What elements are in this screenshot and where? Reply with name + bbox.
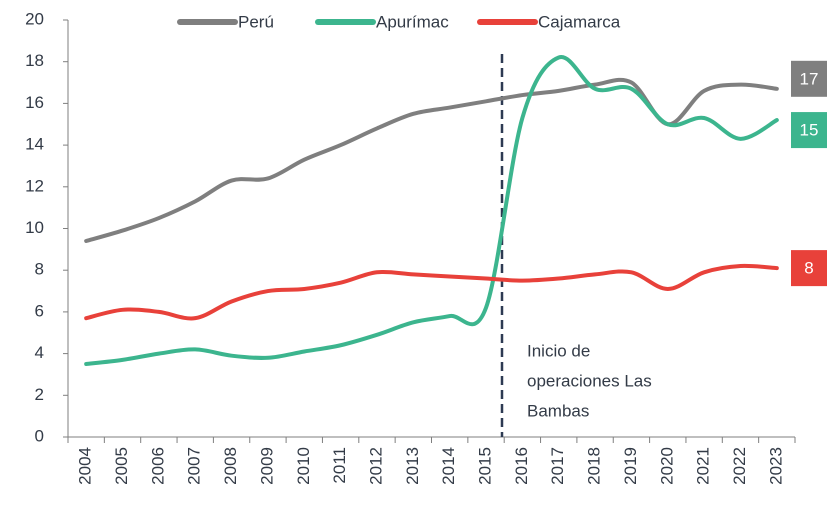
x-tick-label: 2020 — [657, 447, 676, 485]
annotation: operaciones Las — [527, 371, 652, 390]
y-tick-label: 18 — [25, 51, 44, 70]
x-tick-label: 2021 — [694, 447, 713, 485]
y-tick-label: 4 — [35, 343, 44, 362]
x-tick-label: 2007 — [185, 447, 204, 485]
x-tick-label: 2011 — [330, 447, 349, 484]
x-tick-label: 2019 — [621, 447, 640, 485]
value-label-box — [791, 60, 827, 97]
x-tick-label: 2016 — [512, 447, 531, 485]
y-tick-label: 14 — [25, 135, 44, 154]
value-label-box — [791, 112, 827, 149]
y-tick-label: 12 — [25, 176, 44, 195]
x-tick-label: 2014 — [439, 447, 458, 485]
x-tick-label: 2010 — [294, 447, 313, 485]
x-tick-label: 2013 — [403, 447, 422, 485]
x-tick-label: 2018 — [585, 447, 604, 485]
x-tick-label: 2012 — [366, 447, 385, 485]
annotation: Bambas — [527, 401, 589, 420]
x-tick-label: 2017 — [548, 447, 567, 485]
legend-label: Apurímac — [376, 12, 449, 31]
legend-label: Cajamarca — [538, 12, 621, 31]
y-tick-label: 6 — [35, 301, 44, 320]
value-label: 15 — [800, 121, 819, 140]
y-tick-label: 8 — [35, 260, 44, 279]
legend-label: Perú — [238, 12, 274, 31]
y-tick-label: 0 — [35, 426, 44, 445]
x-tick-label: 2004 — [76, 447, 95, 485]
y-tick-label: 10 — [25, 218, 44, 237]
annotation: Inicio de — [527, 341, 590, 360]
y-tick-label: 16 — [25, 93, 44, 112]
x-tick-label: 2006 — [148, 447, 167, 485]
x-tick-label: 2023 — [766, 447, 785, 485]
x-tick-label: 2008 — [221, 447, 240, 485]
series-line — [84, 77, 779, 244]
x-tick-label: 2009 — [257, 447, 276, 485]
y-tick-label: 20 — [25, 9, 44, 28]
x-tick-label: 2005 — [112, 447, 131, 485]
series-line — [84, 263, 779, 321]
value-label: 17 — [800, 69, 819, 88]
x-tick-label: 2022 — [730, 447, 749, 485]
value-label-box — [791, 250, 827, 287]
x-tick-label: 2015 — [476, 447, 495, 485]
y-tick-label: 2 — [35, 385, 44, 404]
value-label: 8 — [804, 259, 813, 278]
series-line — [84, 55, 779, 367]
